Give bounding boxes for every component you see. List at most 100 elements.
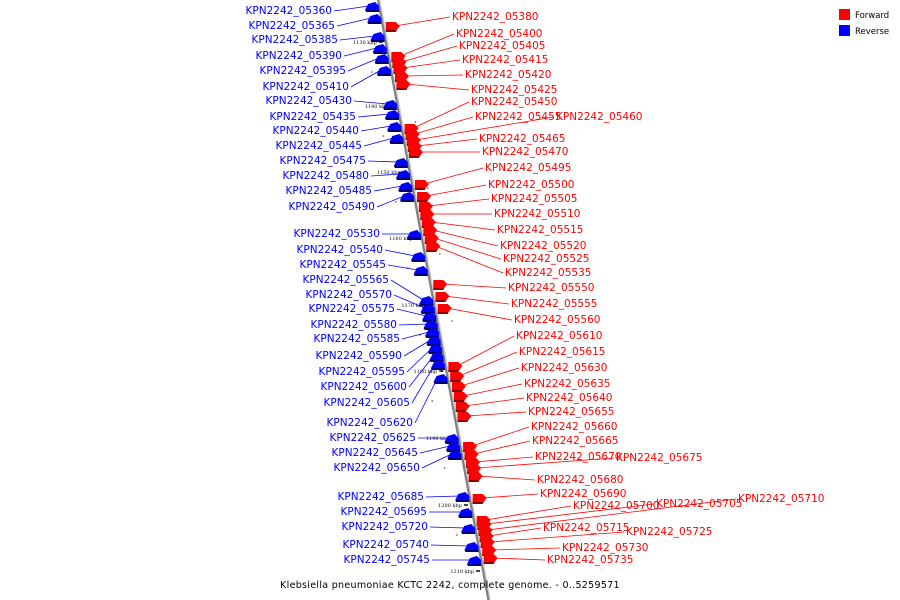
kbp-tick-label: 1140 kbp [365, 104, 389, 110]
leader-line [492, 557, 546, 561]
reverse-gene [407, 230, 422, 240]
leader-line [419, 445, 451, 454]
forward-gene-label: KPN2242_05400 [456, 28, 542, 40]
forward-gene-label: KPN2242_05665 [532, 435, 618, 447]
forward-gene-label: KPN2242_05455 [475, 111, 561, 123]
leader-line [444, 295, 510, 305]
leader-line [425, 495, 460, 498]
leader-line [408, 355, 434, 388]
forward-gene-label: KPN2242_05465 [479, 133, 565, 145]
kbp-tick-label: 1210 kbp [450, 569, 474, 575]
reverse-gene-label: KPN2242_05395 [260, 65, 346, 77]
leader-line [403, 74, 464, 77]
forward-gene [396, 80, 411, 90]
forward-gene [457, 412, 472, 422]
reverse-gene [413, 266, 428, 276]
forward-gene-label: KPN2242_05705 [656, 498, 742, 510]
reverse-gene-label: KPN2242_05410 [263, 81, 349, 93]
reverse-gene [447, 450, 462, 460]
reverse-gene [411, 252, 426, 262]
reverse-gene-label: KPN2242_05480 [283, 170, 369, 182]
legend-label-forward: Forward [855, 11, 889, 21]
leader-line [485, 505, 572, 521]
kbp-tick-label: 1190 kbp [426, 436, 450, 442]
reverse-gene-label: KPN2242_05435 [270, 111, 356, 123]
forward-gene-label: KPN2242_05610 [516, 330, 602, 342]
leader-line [363, 137, 394, 147]
reverse-gene-label: KPN2242_05565 [303, 274, 389, 286]
reverse-gene-label: KPN2242_05745 [344, 554, 430, 566]
reverse-gene-label: KPN2242_05590 [316, 350, 402, 362]
leader-line [394, 16, 451, 27]
reverse-gene-label: KPN2242_05645 [332, 447, 418, 459]
reverse-gene-label: KPN2242_05360 [246, 5, 332, 17]
leader-line [413, 101, 470, 129]
axis-dot [426, 187, 429, 189]
leader-line [457, 335, 515, 367]
reverse-gene-label: KPN2242_05585 [314, 333, 400, 345]
reverse-gene-label: KPN2242_05445 [276, 140, 362, 152]
forward-gene [385, 22, 400, 32]
reverse-gene-label: KPN2242_05625 [330, 432, 416, 444]
legend: Forward Reverse [839, 9, 889, 37]
forward-gene-label: KPN2242_05730 [562, 542, 648, 554]
reverse-gene [393, 158, 408, 168]
reverse-gene [400, 192, 415, 202]
forward-gene-label: KPN2242_05550 [508, 282, 594, 294]
forward-gene-label: KPN2242_05420 [465, 69, 551, 81]
gene-labels: KPN2242_05360 KPN2242_05365 KPN2242_05385 K… [246, 5, 825, 566]
kbp-tick-label: 1180 kbp [414, 369, 438, 375]
forward-gene-label: KPN2242_05635 [524, 378, 610, 390]
kbp-tick-label: 1150 kbp [377, 170, 401, 176]
leader-line [421, 453, 452, 469]
forward-gene [426, 242, 441, 252]
forward-gene-label: KPN2242_05660 [531, 421, 617, 433]
leader-line [376, 195, 405, 208]
axis-dot [443, 467, 446, 469]
leader-line [429, 526, 466, 529]
reverse-gene-label: KPN2242_05650 [334, 462, 420, 474]
leader-line [405, 83, 470, 91]
forward-gene-label: KPN2242_05495 [485, 162, 571, 174]
leader-line [387, 264, 418, 271]
axis-dot [451, 320, 453, 322]
genome-caption: Klebsiella pneumoniae KCTC 2242, complet… [280, 580, 620, 591]
leader-line [370, 173, 401, 177]
legend-swatch-reverse [839, 25, 850, 36]
kbp-tick-label: 1170 kbp [401, 303, 425, 309]
reverse-gene-label: KPN2242_05390 [256, 50, 342, 62]
leader-line [414, 377, 438, 424]
leader-line [473, 440, 531, 455]
leader-line [353, 100, 388, 105]
leader-line [430, 544, 469, 547]
leader-line [339, 35, 375, 41]
leader-line [460, 367, 520, 387]
reverse-gene-label: KPN2242_05475 [280, 155, 366, 167]
leader-line [347, 57, 379, 72]
leader-line [393, 294, 425, 309]
reverse-gene [389, 134, 404, 144]
forward-gene-label: KPN2242_05615 [519, 346, 605, 358]
gene-features [365, 2, 498, 566]
reverse-gene [430, 360, 445, 370]
leader-line [402, 59, 461, 69]
forward-gene-label: KPN2242_05515 [497, 224, 583, 236]
axis-dot [370, 71, 373, 73]
reverse-gene [374, 54, 389, 64]
leader-line [464, 397, 525, 407]
reverse-gene-label: KPN2242_05695 [341, 506, 427, 518]
leader-line [384, 249, 416, 257]
reverse-gene-label: KPN2242_05570 [306, 289, 392, 301]
forward-gene-label: KPN2242_05655 [528, 406, 614, 418]
axis-dot [382, 135, 385, 137]
forward-gene [433, 280, 448, 290]
leader-line [423, 167, 484, 185]
forward-gene-label: KPN2242_05525 [503, 253, 589, 265]
forward-gene-label: KPN2242_05505 [491, 193, 577, 205]
forward-gene-label: KPN2242_05380 [452, 11, 538, 23]
reverse-gene [467, 556, 482, 566]
forward-gene [455, 402, 470, 412]
leader-line [491, 547, 561, 551]
kbp-tick-label: 1200 kbp [438, 503, 462, 509]
reverse-gene [387, 122, 402, 132]
